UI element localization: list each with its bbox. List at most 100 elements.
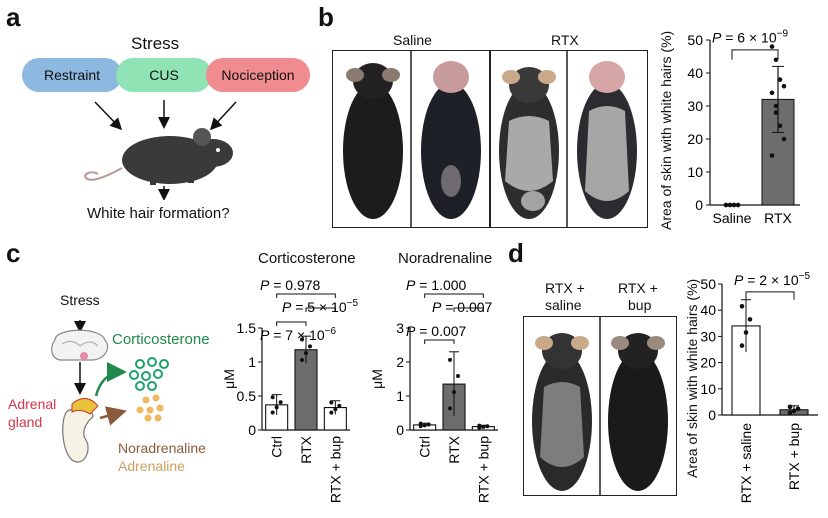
chart-d-point — [787, 404, 793, 410]
chart-b-point — [769, 44, 775, 49]
point — [270, 395, 275, 400]
point — [481, 424, 486, 429]
mouse-icon — [84, 128, 233, 185]
chart-b-point — [781, 83, 787, 89]
chart-cort-title: Corticosterone — [258, 250, 356, 267]
chart-d-ytick-label: 10 — [700, 381, 716, 397]
chart-b: 0 10 20 30 40 50 Saline RTX P = 6 × 10−9 — [687, 29, 800, 226]
panel-b-label: b — [318, 2, 334, 32]
chart-b-ytick-label: 30 — [687, 98, 703, 114]
point — [477, 423, 482, 428]
point — [333, 407, 338, 412]
ytick-label: 0 — [396, 422, 404, 438]
ylabel: μM — [370, 369, 385, 389]
photo-label-rtx: RTX — [551, 32, 579, 48]
photo-d-label-1a: RTX + — [545, 280, 585, 296]
chart-b-pvalue: P = 6 × 10−9 — [712, 29, 788, 46]
point — [485, 424, 490, 429]
photo-d-label-2b: bup — [628, 297, 652, 313]
ylabel: μM — [221, 369, 237, 389]
point — [452, 390, 456, 395]
xtick-label: Ctrl — [269, 436, 285, 458]
chart-d-bracket — [745, 291, 795, 300]
ytick-label: 0.5 — [237, 388, 257, 404]
mice-photos-d — [523, 316, 677, 496]
pill-nociception: Nociception — [206, 58, 310, 92]
chart-d-ylabel: Area of skin with white hairs (%) — [684, 278, 700, 478]
corticosterone-legend: Corticosterone — [112, 331, 210, 348]
adrenaline-legend: Adrenaline — [118, 458, 185, 474]
chart-b-xtick-label: Saline — [713, 210, 752, 226]
adrenal-label-1: Adrenal — [8, 396, 57, 412]
chart-b-point — [777, 77, 783, 82]
panel-d-label: d — [508, 238, 524, 268]
point — [278, 400, 283, 405]
pvalue-mid: P = 5 × 10−5 — [282, 298, 358, 315]
xtick-label: RTX — [446, 435, 462, 463]
stress-adrenal-diagram — [51, 320, 169, 463]
pill-cus: CUS — [116, 58, 212, 92]
brain-icon — [51, 329, 109, 361]
kidney-icon — [62, 398, 99, 463]
chart-b-ytick-label: 50 — [687, 32, 703, 48]
point — [270, 410, 275, 415]
chart-d-xtick-label: RTX + bup — [786, 423, 802, 490]
xtick-label: RTX + bup — [475, 436, 491, 503]
chart-d-ytick-label: 20 — [700, 355, 716, 371]
chart-d: 0 10 20 30 40 50 RTX + saline RTX + bup P = 2 × … — [700, 271, 818, 503]
xtick-label: RTX — [298, 435, 314, 463]
chart-d-point — [791, 408, 797, 414]
pvalue-top: P = 1.000 — [406, 277, 467, 293]
noradrenaline-molecules — [136, 394, 164, 422]
chart-nor: 0 1 2 3 μM Ctrl RTX RTX + bup P = 0.007 P = 0.007… — [370, 277, 498, 503]
ytick-label: 3 — [396, 320, 404, 336]
point — [300, 337, 304, 342]
point — [422, 423, 427, 428]
point — [456, 374, 460, 379]
chart-d-ytick-label: 0 — [708, 407, 716, 423]
chart-b-ytick-label: 40 — [687, 65, 703, 81]
stress-title: Stress — [131, 34, 180, 53]
pvalue-low: P = 0.007 — [406, 323, 467, 339]
chart-b-point — [731, 202, 737, 208]
chart-d-pvalue: P = 2 × 10−5 — [734, 271, 810, 288]
chart-b-ytick-label: 0 — [695, 197, 703, 213]
ytick-label: 1.5 — [237, 320, 257, 336]
corticosterone-molecules — [129, 357, 169, 391]
chart-cort: 0 0.5 1 1.5 μM Ctrl RTX RTX + bup P = 7 × 10−6 P … — [221, 277, 358, 503]
bracket-top — [276, 293, 336, 298]
xtick-label: Ctrl — [417, 436, 433, 458]
chart-d-ytick-label: 30 — [700, 328, 716, 344]
pvalue-top: P = 0.978 — [260, 277, 321, 293]
bracket-low — [276, 321, 307, 326]
chart-d-ytick-label: 40 — [700, 302, 716, 318]
pvalue-mid: P = 0.007 — [432, 299, 493, 315]
chart-b-point — [769, 90, 775, 96]
photo-d-label-2a: RTX + — [618, 280, 658, 296]
chart-b-ylabel: Area of skin with white hairs (%) — [658, 30, 674, 230]
chart-d-point — [739, 303, 745, 309]
chart-b-ytick-label: 20 — [687, 131, 703, 147]
point — [329, 410, 334, 415]
chart-d-point — [795, 406, 801, 412]
chart-b-point — [769, 153, 775, 158]
pill-restraint: Restraint — [22, 58, 122, 92]
point — [426, 422, 431, 427]
chart-b-point — [777, 123, 783, 129]
bracket-low — [424, 339, 455, 344]
bracket-top — [424, 293, 484, 298]
chart-b-point — [727, 202, 733, 208]
pvalue-low: P = 7 × 10−6 — [260, 326, 336, 343]
chart-b-ytick-label: 10 — [687, 164, 703, 180]
chart-b-point — [773, 57, 779, 63]
mice-photos-b — [332, 50, 648, 228]
chart-d-point — [743, 330, 749, 335]
chart-d-point — [739, 343, 745, 348]
point — [337, 403, 342, 408]
ytick-label: 2 — [396, 354, 404, 370]
bracket-mid — [305, 307, 336, 312]
chart-b-point — [723, 202, 729, 208]
chart-d-xtick-label: RTX + saline — [738, 423, 754, 503]
chart-d-point — [787, 410, 793, 416]
adrenal-label-2: gland — [8, 414, 43, 430]
